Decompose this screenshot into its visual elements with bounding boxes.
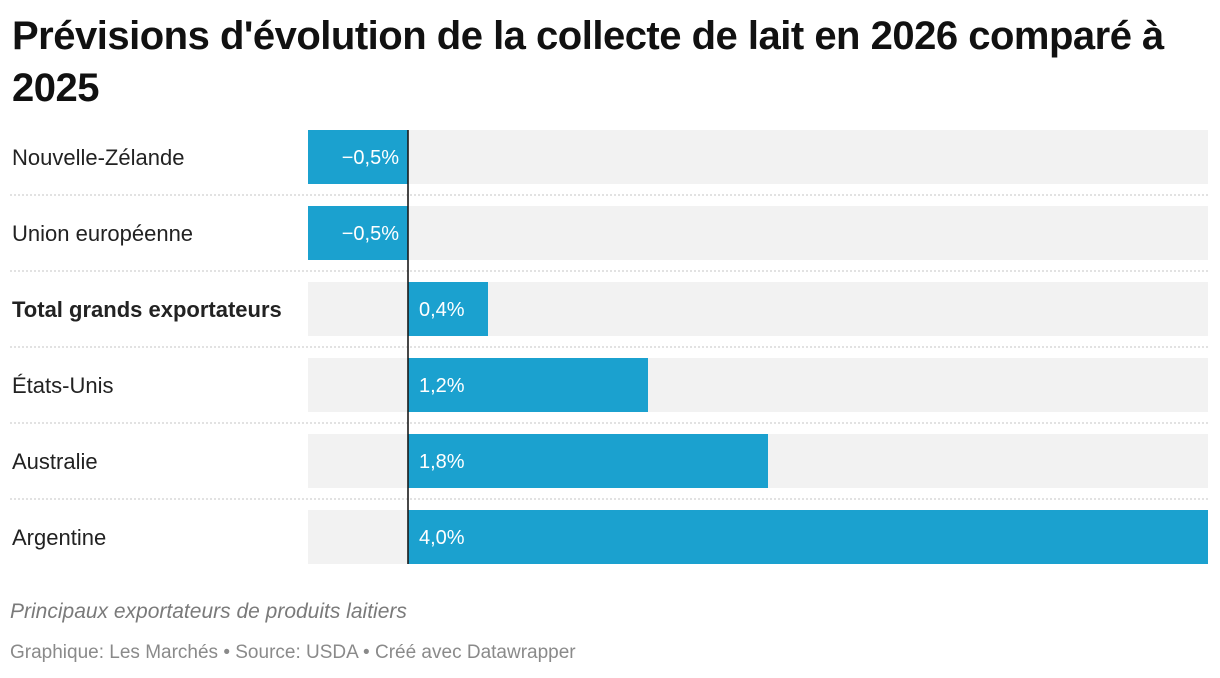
category-label: Nouvelle-Zélande <box>12 145 184 170</box>
chart-title: Prévisions d'évolution de la collecte de… <box>12 14 1164 110</box>
data-bar <box>308 206 408 260</box>
data-bar <box>308 130 408 184</box>
value-label: 1,8% <box>419 451 465 473</box>
category-label: Australie <box>12 449 98 474</box>
bar-track <box>308 130 1208 184</box>
category-label: Union européenne <box>12 221 193 246</box>
category-label: Argentine <box>12 525 106 550</box>
data-bar <box>408 282 488 336</box>
value-label: 4,0% <box>419 527 465 549</box>
chart-footer: Graphique: Les Marchés • Source: USDA • … <box>10 642 576 663</box>
bar-track <box>308 206 1208 260</box>
data-bar <box>408 434 768 488</box>
data-bar <box>408 358 648 412</box>
value-label: 1,2% <box>419 375 465 397</box>
data-bar <box>408 510 1208 564</box>
value-label: −0,5% <box>342 147 399 169</box>
value-label: −0,5% <box>342 223 399 245</box>
chart-notes: Principaux exportateurs de produits lait… <box>10 600 407 623</box>
category-label: Total grands exportateurs <box>12 297 282 322</box>
value-label: 0,4% <box>419 299 465 321</box>
category-label: États-Unis <box>12 373 113 398</box>
